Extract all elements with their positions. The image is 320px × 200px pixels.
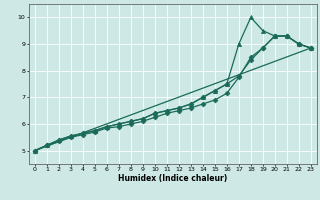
X-axis label: Humidex (Indice chaleur): Humidex (Indice chaleur) <box>118 174 228 183</box>
